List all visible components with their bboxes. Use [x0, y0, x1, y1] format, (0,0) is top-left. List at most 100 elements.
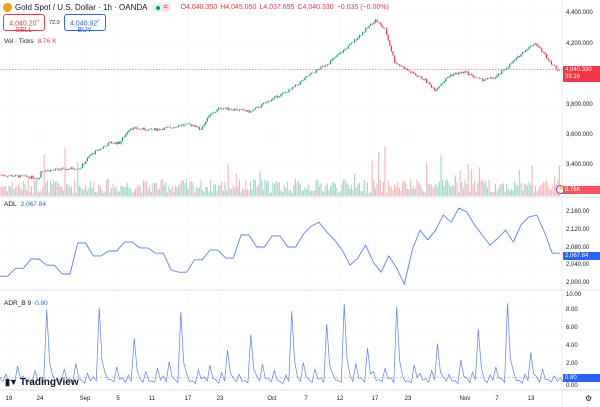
volume-bar	[93, 182, 95, 196]
volume-bar	[453, 185, 455, 196]
candle-body	[256, 106, 258, 108]
buy-button[interactable]: 4,040.920 BUY	[63, 14, 106, 34]
candle-body	[29, 177, 31, 179]
volume-bar	[515, 184, 517, 196]
volume-bar	[507, 188, 509, 196]
candle-body	[434, 88, 436, 91]
volume-legend[interactable]: Vol · Ticks 8.76 K	[4, 38, 56, 45]
candle-body	[470, 74, 472, 75]
tradingview-logo[interactable]: ▮▼ TradingView	[5, 377, 79, 388]
volume-bar	[414, 189, 416, 196]
volume-bar	[258, 184, 260, 196]
candle-body	[549, 60, 551, 62]
candle-body	[451, 74, 453, 76]
market-status[interactable]: =	[151, 3, 172, 12]
volume-bar	[46, 180, 48, 196]
candle-body	[413, 71, 415, 74]
volume-bar	[454, 175, 456, 196]
volume-bar	[179, 184, 181, 196]
volume-bar	[53, 179, 55, 196]
candle-body	[190, 124, 192, 126]
volume-bar	[138, 184, 140, 196]
volume-bar	[250, 181, 252, 196]
volume-bar	[194, 192, 196, 196]
candle-body	[406, 68, 408, 71]
volume-bar	[128, 187, 130, 196]
candle-body	[18, 175, 20, 178]
price-tick: 3,800.000	[566, 102, 593, 108]
candle-body	[526, 49, 528, 51]
candle-body	[366, 27, 368, 29]
candle-body	[152, 129, 154, 130]
volume-bar	[462, 188, 464, 196]
candle-body	[131, 128, 133, 130]
volume-bar	[117, 190, 119, 196]
volume-bar	[211, 192, 213, 196]
candle-body	[411, 71, 413, 73]
volume-bar	[37, 190, 39, 196]
candle-body	[245, 110, 247, 112]
candle-body	[128, 130, 130, 133]
candle-body	[483, 79, 485, 81]
volume-bar	[234, 187, 236, 196]
sell-button[interactable]: 4,040.200 SELL	[3, 14, 45, 34]
candle-body	[120, 141, 122, 144]
volume-bar	[341, 183, 343, 196]
candle-body	[56, 168, 58, 170]
candle-body	[440, 84, 442, 87]
volume-bar	[550, 189, 552, 196]
candle-body	[186, 123, 188, 125]
volume-bar	[18, 183, 20, 196]
volume-bar	[379, 179, 381, 196]
volume-bar	[410, 179, 412, 196]
candle-body	[539, 47, 541, 49]
candle-body	[395, 62, 397, 64]
candle-body	[112, 143, 114, 144]
volume-bar	[278, 182, 280, 196]
volume-bar	[235, 173, 237, 196]
volume-bar	[283, 184, 285, 196]
candle-body	[410, 71, 412, 73]
candle-body	[450, 74, 452, 77]
volume-bar	[352, 190, 354, 196]
candle-body	[69, 169, 71, 170]
volume-bar	[22, 180, 24, 196]
candle-body	[339, 52, 341, 55]
candle-body	[389, 40, 391, 46]
candle-body	[382, 26, 384, 29]
volume-bar	[238, 179, 240, 196]
symbol-title[interactable]: Gold Spot / U.S. Dollar · 1h · OANDA	[15, 3, 148, 12]
candle-body	[114, 142, 116, 144]
volume-bar	[35, 178, 37, 196]
volume-bar	[96, 192, 98, 196]
candle-body	[170, 127, 172, 129]
candle-body	[354, 39, 356, 43]
settings-gear-icon[interactable]: ⚙	[585, 394, 593, 403]
adr-legend[interactable]: ADR_B 9 0.80	[4, 300, 48, 307]
volume-bar	[318, 186, 320, 196]
volume-bar	[382, 181, 384, 196]
candle-body	[302, 80, 304, 81]
volume-bar	[384, 146, 386, 196]
volume-bar	[544, 182, 546, 196]
volume-bar	[442, 179, 444, 196]
candle-body	[24, 175, 26, 177]
volume-bar	[90, 181, 92, 196]
candle-body	[342, 50, 344, 53]
candle-body	[82, 163, 84, 168]
candle-body	[453, 74, 455, 76]
candle-body	[280, 94, 282, 97]
candle-body	[22, 175, 24, 177]
volume-bar	[222, 190, 224, 196]
volume-bar	[422, 191, 424, 196]
volume-bar	[131, 192, 133, 196]
volume-bar	[51, 183, 53, 196]
candle-body	[486, 78, 488, 80]
candle-body	[435, 89, 437, 91]
adl-legend[interactable]: ADL 2,067.84	[4, 201, 46, 208]
candle-body	[58, 168, 60, 170]
time-tick: 13	[527, 396, 535, 402]
candle-body	[333, 57, 335, 60]
volume-bar	[2, 187, 4, 196]
